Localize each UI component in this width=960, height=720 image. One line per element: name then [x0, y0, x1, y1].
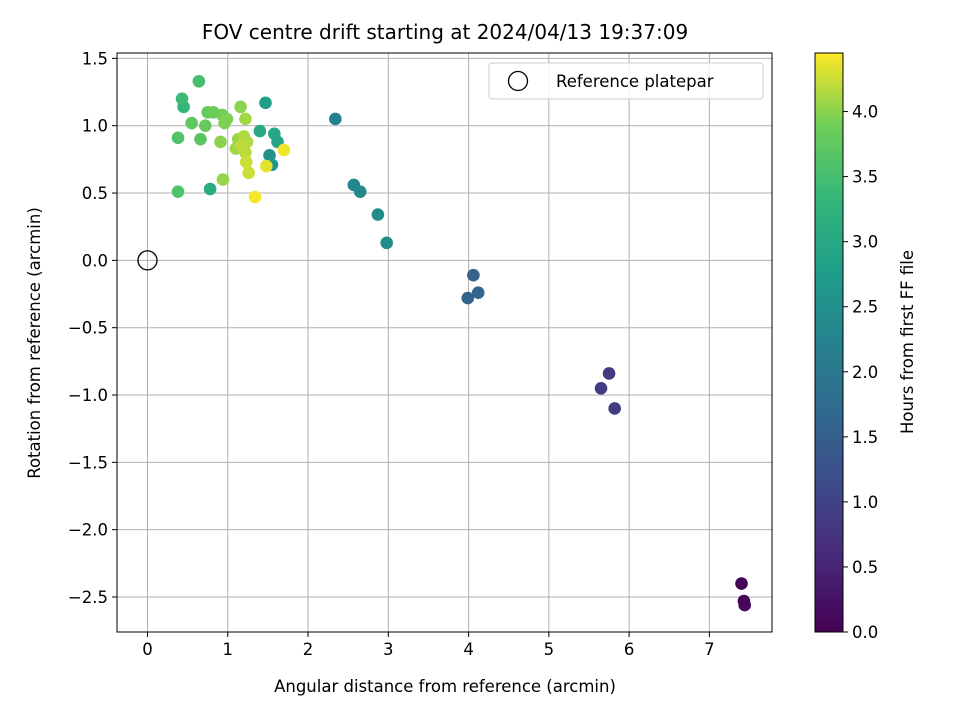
y-axis-label: Rotation from reference (arcmin): [25, 207, 44, 479]
x-tick-label: 7: [704, 640, 715, 659]
scatter-point: [214, 136, 227, 149]
scatter-point: [259, 97, 272, 110]
scatter-point: [172, 185, 185, 198]
colorbar-gradient: [815, 53, 843, 632]
scatter-point: [260, 160, 273, 173]
x-tick-label: 0: [142, 640, 153, 659]
scatter-point: [268, 127, 281, 140]
scatter-point: [254, 125, 267, 138]
scatter-point: [603, 367, 616, 380]
colorbar-tick-label: 4.0: [852, 103, 878, 122]
scatter-point: [193, 75, 206, 88]
colorbar-tick-label: 2.0: [852, 363, 878, 382]
y-axis: 1.5 1.0 0.5 0.0 −0.5 −1.0 −1.5 −2.0 −2.5: [68, 49, 117, 607]
colorbar-tick-label: 2.5: [852, 298, 878, 317]
colorbar-tick-label: 1.5: [852, 428, 878, 447]
data-points: [172, 75, 751, 611]
y-tick-label: −1.5: [68, 453, 108, 472]
scatter-point: [738, 599, 751, 612]
y-tick-label: 1.5: [82, 49, 108, 68]
scatter-point: [239, 113, 252, 126]
scatter-point: [467, 269, 480, 282]
y-tick-label: 1.0: [82, 117, 108, 136]
chart: FOV centre drift starting at 2024/04/13 …: [0, 0, 960, 720]
scatter-point: [278, 144, 291, 157]
scatter-point: [735, 577, 748, 590]
scatter-point: [380, 237, 393, 250]
y-tick-label: 0.0: [82, 251, 108, 270]
scatter-point: [176, 92, 189, 105]
colorbar-tick-label: 1.0: [852, 493, 878, 512]
y-tick-label: −2.0: [68, 521, 108, 540]
x-tick-label: 3: [383, 640, 394, 659]
scatter-point: [185, 117, 198, 130]
y-tick-label: −0.5: [68, 319, 108, 338]
scatter-point: [221, 113, 234, 126]
scatter-point: [595, 382, 608, 395]
colorbar: 0.0 0.5 1.0 1.5 2.0 2.5 3.0 3.5 4.0 Hours from f…: [815, 53, 917, 642]
scatter-point: [608, 402, 621, 415]
scatter-point: [217, 173, 230, 186]
x-axis: 0 1 2 3 4 5 6 7: [142, 632, 714, 659]
y-tick-label: −2.5: [68, 588, 108, 607]
x-tick-label: 2: [303, 640, 314, 659]
scatter-point: [240, 156, 253, 169]
scatter-point: [472, 286, 485, 299]
colorbar-tick-label: 3.5: [852, 168, 878, 187]
scatter-point: [204, 183, 217, 196]
colorbar-tick-label: 3.0: [852, 233, 878, 252]
legend: Reference platepar: [489, 63, 763, 99]
x-tick-label: 4: [463, 640, 474, 659]
scatter-point: [329, 113, 342, 126]
scatter-point: [242, 167, 255, 180]
legend-reference-label: Reference platepar: [556, 72, 714, 91]
y-tick-label: −1.0: [68, 386, 108, 405]
colorbar-tick-label: 0.5: [852, 558, 878, 577]
y-tick-label: 0.5: [82, 184, 108, 203]
scatter-point: [249, 191, 262, 204]
scatter-point: [194, 133, 207, 146]
colorbar-ticks: 0.0 0.5 1.0 1.5 2.0 2.5 3.0 3.5 4.0: [843, 103, 878, 642]
x-tick-label: 1: [223, 640, 234, 659]
scatter-point: [234, 101, 247, 114]
colorbar-label: Hours from first FF file: [898, 250, 917, 434]
scatter-point: [372, 208, 385, 221]
x-tick-label: 6: [624, 640, 635, 659]
scatter-point: [199, 119, 212, 132]
x-axis-label: Angular distance from reference (arcmin): [274, 677, 616, 696]
scatter-point: [354, 185, 367, 198]
chart-title: FOV centre drift starting at 2024/04/13 …: [202, 20, 688, 44]
colorbar-tick-label: 0.0: [852, 623, 878, 642]
scatter-point: [172, 132, 185, 145]
x-tick-label: 5: [544, 640, 555, 659]
